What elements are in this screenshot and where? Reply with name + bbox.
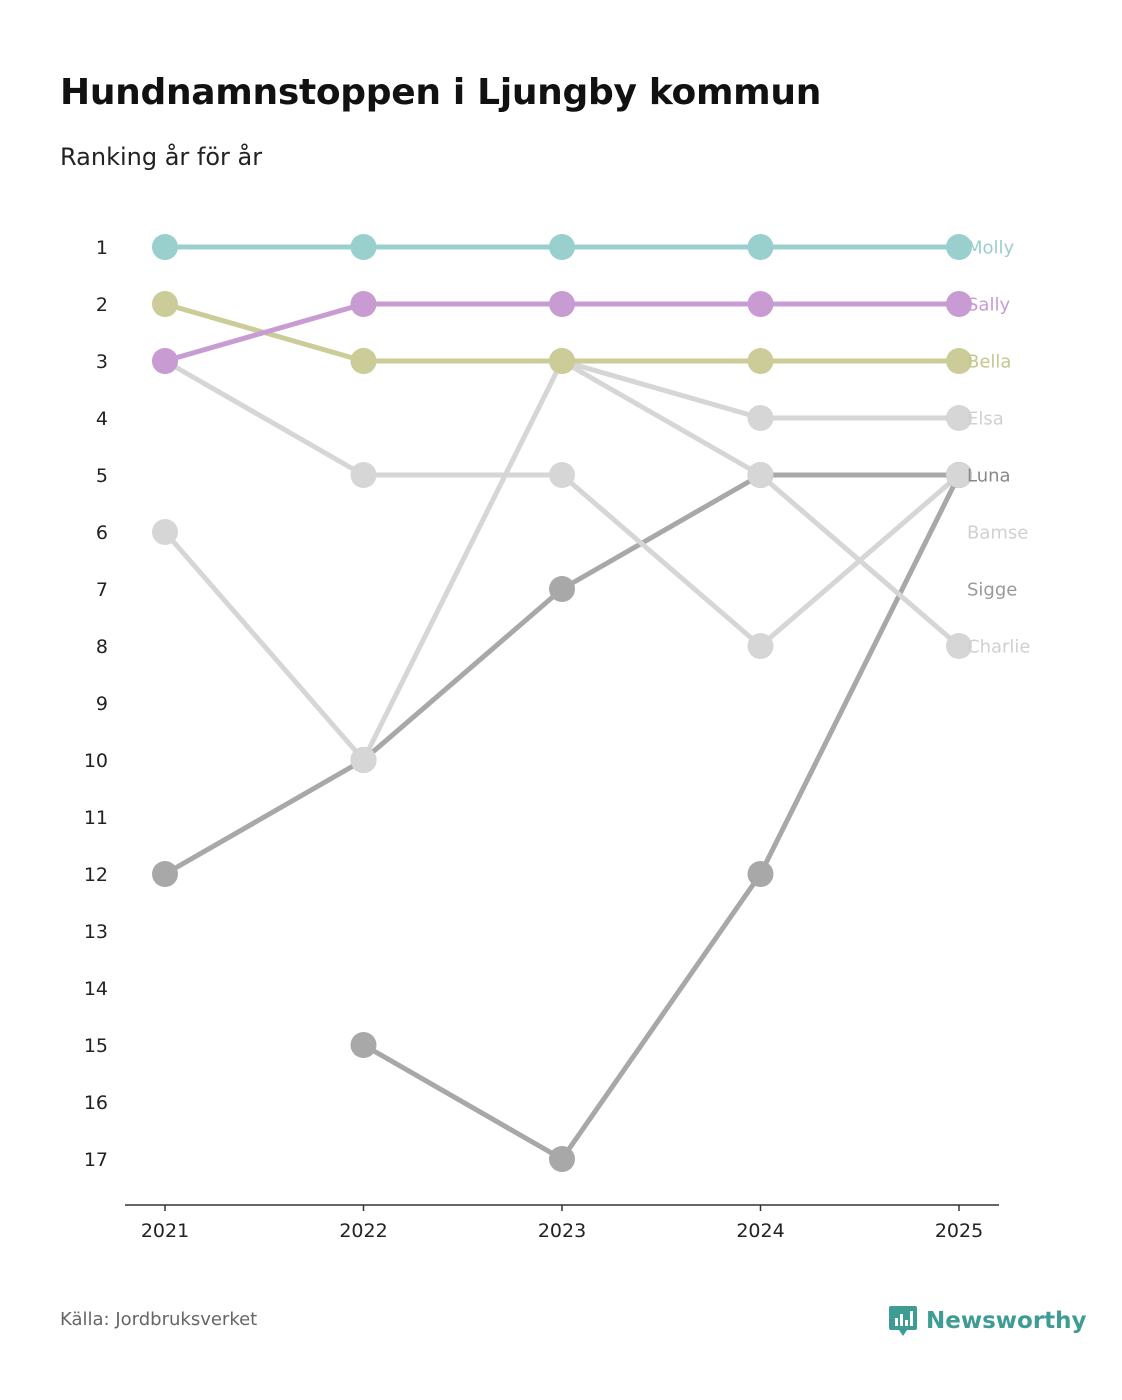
series-line-luna — [361, 472, 962, 1162]
y-tick-label: 13 — [84, 921, 108, 943]
series-line-sigge — [162, 472, 962, 877]
y-tick-label: 2 — [96, 294, 108, 316]
marker-elsa-2023 — [549, 462, 575, 488]
y-tick-label: 1 — [96, 237, 108, 259]
chart-subtitle: Ranking år för år — [60, 143, 263, 171]
end-label-sally: Sally — [967, 295, 1010, 316]
marker-molly-2023 — [549, 234, 575, 260]
chart-title: Hundnamnstoppen i Ljungby kommun — [60, 72, 822, 113]
marker-bamse-2025 — [946, 633, 972, 659]
marker-charlie-2022 — [350, 747, 377, 773]
series-markers — [152, 234, 972, 1172]
marker-charlie-2025 — [946, 405, 972, 431]
series-line-bamse — [361, 358, 962, 649]
brand-logo: Newsworthy — [888, 1304, 1087, 1338]
y-tick-label: 4 — [96, 408, 108, 430]
marker-bamse-2024 — [747, 462, 774, 488]
end-label-molly: Molly — [967, 238, 1015, 259]
series-line-charlie — [162, 358, 962, 763]
brand-name: Newsworthy — [926, 1308, 1087, 1334]
source-note: Källa: Jordbruksverket — [60, 1309, 258, 1330]
newsworthy-logo-icon — [889, 1306, 917, 1336]
marker-sally-2023 — [549, 291, 575, 317]
marker-charlie-2021 — [152, 519, 178, 545]
end-label-bella: Bella — [967, 352, 1011, 373]
x-tick-label: 2025 — [935, 1220, 983, 1242]
y-tick-label: 10 — [84, 750, 108, 772]
marker-sally-2024 — [747, 291, 774, 317]
marker-elsa-2022 — [350, 462, 377, 488]
y-tick-label: 11 — [84, 807, 108, 829]
end-label-luna: Luna — [967, 466, 1011, 487]
x-tick-label: 2022 — [339, 1220, 387, 1242]
marker-charlie-2024 — [747, 405, 774, 431]
end-label-sigge: Sigge — [967, 580, 1017, 601]
x-axis: 2021 2022 2023 2024 2025 — [125, 1204, 999, 1242]
marker-molly-2021 — [152, 234, 178, 260]
marker-sigge-2023 — [549, 576, 575, 602]
marker-sally-2022 — [350, 291, 377, 317]
y-tick-label: 12 — [84, 864, 108, 886]
marker-elsa-2025 — [946, 462, 972, 488]
marker-bella-2021 — [152, 291, 178, 317]
y-tick-label: 8 — [96, 636, 108, 658]
y-tick-label: 16 — [84, 1092, 108, 1114]
marker-bella-2025 — [946, 348, 972, 374]
marker-molly-2022 — [350, 234, 377, 260]
marker-sigge-2021 — [152, 861, 178, 887]
y-tick-label: 14 — [84, 978, 108, 1000]
y-tick-label: 15 — [84, 1035, 108, 1057]
y-tick-label: 6 — [96, 522, 108, 544]
end-label-bamse: Bamse — [967, 523, 1028, 544]
marker-elsa-2024 — [747, 633, 774, 659]
marker-luna-2022 — [350, 1032, 377, 1058]
end-label-elsa: Elsa — [967, 409, 1004, 430]
marker-luna-2024 — [747, 861, 774, 887]
x-tick-label: 2024 — [736, 1220, 784, 1242]
end-labels: Molly Sally Bella Elsa Luna Bamse Sigge Charlie — [967, 238, 1030, 658]
marker-sally-2021 — [152, 348, 178, 374]
series-lines — [162, 244, 962, 1162]
y-tick-label: 3 — [96, 351, 108, 373]
y-tick-label: 5 — [96, 465, 108, 487]
y-tick-label: 7 — [96, 579, 108, 601]
y-tick-label: 17 — [84, 1149, 108, 1171]
marker-sally-2025 — [946, 291, 972, 317]
x-tick-label: 2021 — [141, 1220, 189, 1242]
series-line-elsa — [162, 358, 962, 649]
marker-molly-2025 — [946, 234, 972, 260]
marker-bella-2024 — [747, 348, 774, 374]
marker-luna-2023 — [549, 1146, 575, 1172]
marker-bella-2023 — [549, 348, 575, 374]
marker-bella-2022 — [350, 348, 377, 374]
marker-molly-2024 — [747, 234, 774, 260]
end-label-charlie: Charlie — [967, 637, 1030, 658]
x-tick-label: 2023 — [538, 1220, 586, 1242]
y-tick-label: 9 — [96, 693, 108, 715]
